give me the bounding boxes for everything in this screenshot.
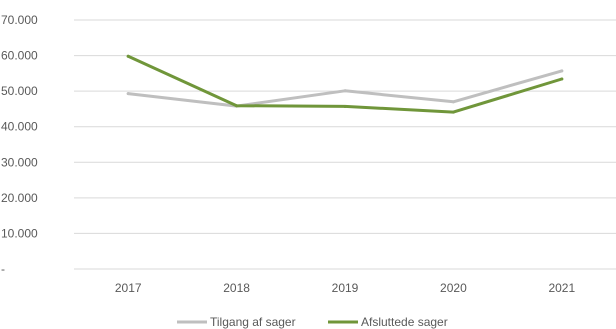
y-tick-label: - [1,262,5,276]
data-point [451,100,455,104]
data-point [343,89,347,93]
data-point [560,77,564,81]
x-tick-label: 2019 [332,281,359,295]
data-point [126,54,130,58]
y-tick-label: 50.000 [1,84,38,98]
x-axis-ticks: 2017 2018 2019 2020 2021 [115,281,576,295]
data-point [560,69,564,73]
data-point [126,92,130,96]
legend: Tilgang af sager Afsluttede sager [177,315,448,329]
x-tick-label: 2020 [440,281,467,295]
data-point [451,110,455,114]
y-axis-ticks: - 10.000 20.000 30.000 40.000 50.000 60.000 70.… [1,13,38,276]
y-tick-label: 70.000 [1,13,38,27]
y-tick-label: 10.000 [1,226,38,240]
y-tick-label: 40.000 [1,120,38,134]
series-line-1 [126,54,564,114]
y-tick-label: 60.000 [1,49,38,63]
y-tick-label: 30.000 [1,155,38,169]
legend-label: Tilgang af sager [210,315,296,329]
y-tick-label: 20.000 [1,191,38,205]
gridlines [74,19,616,270]
series-lines [126,54,564,114]
data-point [235,104,239,108]
x-tick-label: 2021 [548,281,575,295]
data-point [343,104,347,108]
series-line-0 [126,69,564,108]
x-tick-label: 2017 [115,281,142,295]
legend-label: Afsluttede sager [361,315,448,329]
x-tick-label: 2018 [223,281,250,295]
